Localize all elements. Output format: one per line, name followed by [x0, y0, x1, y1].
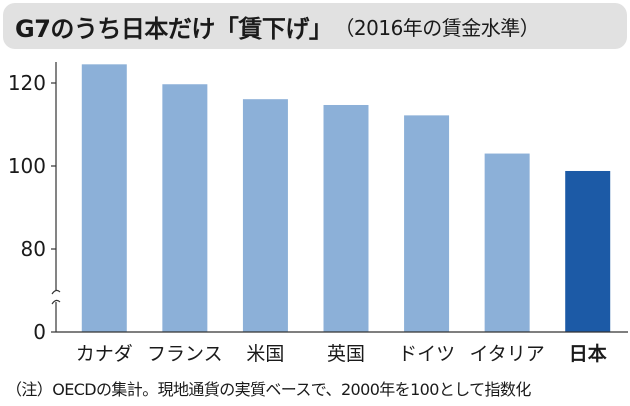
axis-break-lower: [51, 299, 61, 305]
bar-6: [565, 170, 611, 332]
y-tick-label-3: 120: [8, 71, 46, 95]
category-label-2: 米国: [246, 343, 284, 365]
footnote: （注）OECDの集計。現地通貨の実質ベースで、2000年を100として指数化: [6, 380, 531, 399]
y-tick-label-0: 0: [33, 320, 46, 344]
bar-2: [242, 99, 288, 332]
y-tick-label-2: 100: [8, 154, 46, 178]
chart-subtitle: （2016年の賃金水準）: [334, 15, 540, 40]
axis-break-upper: [51, 289, 61, 295]
category-label-0: カナダ: [76, 343, 133, 365]
bar-3: [323, 104, 369, 333]
chart-title: G7のうち日本だけ「賃下げ」: [15, 14, 333, 43]
category-label-6: 日本: [569, 342, 607, 365]
bar-0: [81, 64, 127, 332]
y-tick-label-1: 80: [21, 237, 46, 261]
title-bar: G7のうち日本だけ「賃下げ」 （2016年の賃金水準）: [3, 3, 627, 49]
category-label-5: イタリア: [470, 343, 545, 365]
category-label-3: 英国: [327, 343, 365, 365]
category-label-1: フランス: [147, 343, 223, 365]
bar-5: [484, 153, 530, 332]
category-label-4: ドイツ: [398, 343, 455, 365]
bar-4: [404, 115, 450, 333]
bar-1: [162, 84, 208, 333]
